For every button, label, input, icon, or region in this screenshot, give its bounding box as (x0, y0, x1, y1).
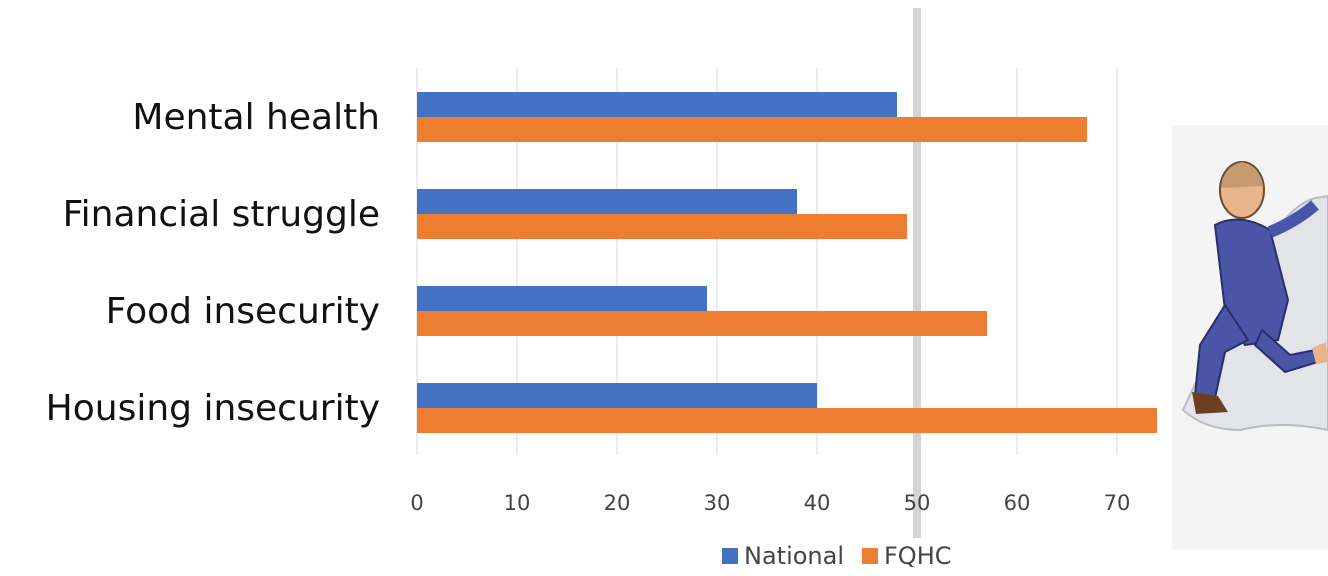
gridlines (416, 8, 1118, 538)
bar-national-3 (417, 383, 817, 408)
category-label: Mental health (132, 97, 380, 138)
x-tick-label: 30 (704, 491, 731, 515)
bar-national-1 (417, 189, 797, 214)
bar-national-2 (417, 286, 707, 311)
x-tick-label: 50 (904, 491, 931, 515)
bar-fqhc-1 (417, 214, 907, 239)
legend-label-national: National (744, 542, 844, 570)
legend-swatch-fqhc (862, 548, 878, 564)
cartoon-man-climbing-icon (1172, 125, 1328, 550)
x-tick-label: 60 (1004, 491, 1031, 515)
x-tick-label: 20 (604, 491, 631, 515)
bar-fqhc-0 (417, 117, 1087, 142)
x-tick-label: 10 (504, 491, 531, 515)
bar-fqhc-3 (417, 408, 1157, 433)
category-label: Housing insecurity (46, 388, 380, 429)
x-tick-label: 70 (1104, 491, 1131, 515)
category-labels: Mental health Financial struggle Food inse… (46, 97, 380, 429)
legend-swatch-national (722, 548, 738, 564)
x-tick-labels: 0 10 20 30 40 50 60 70 (410, 491, 1130, 515)
category-label: Food insecurity (106, 291, 380, 332)
legend: National FQHC (722, 542, 952, 570)
legend-label-fqhc: FQHC (884, 542, 952, 570)
category-label: Financial struggle (63, 194, 380, 235)
bar-national-0 (417, 92, 897, 117)
bar-fqhc-2 (417, 311, 987, 336)
x-tick-label: 0 (410, 491, 423, 515)
x-tick-label: 40 (804, 491, 831, 515)
bars (417, 92, 1157, 433)
reference-line (913, 8, 921, 538)
